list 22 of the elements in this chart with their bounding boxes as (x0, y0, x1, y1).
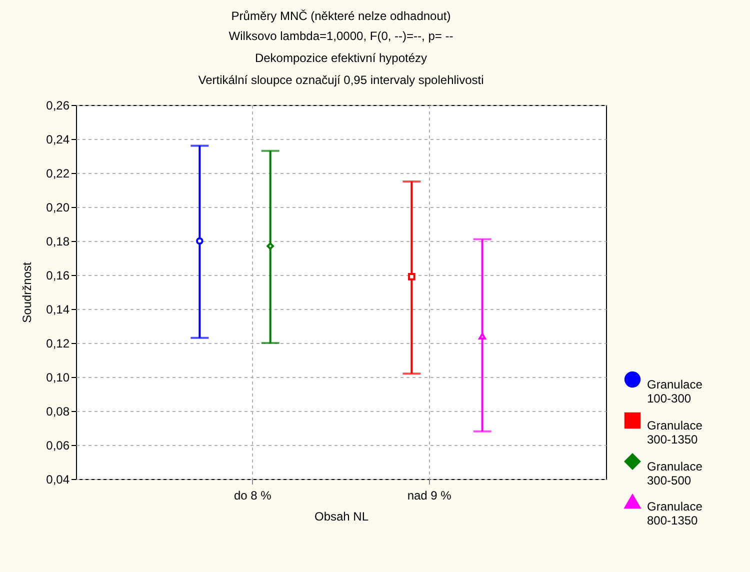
x-axis-title: Obsah NL (314, 510, 369, 524)
y-tick-label: 0,04 (46, 472, 70, 486)
y-tick-label: 0,08 (46, 404, 70, 418)
legend-label: Granulace 300-1350 (647, 418, 703, 446)
chart-subtitle: Wilksovo lambda=1,0000, F(0, --)=--, p= -- Dekompozice efektivní hypotézy Vertikální sloupce označují 0,95 intervaly spolehlivosti (198, 29, 484, 87)
y-tick-label: 0,20 (46, 200, 70, 214)
y-tick-label: 0,14 (46, 302, 70, 316)
x-tick-label: do 8 % (234, 488, 272, 502)
y-tick-label: 0,06 (46, 438, 70, 452)
y-tick-label: 0,26 (46, 98, 70, 112)
x-tick-label: nad 9 % (407, 488, 452, 502)
y-axis-title: Soudržnost (20, 261, 34, 323)
y-tick-label: 0,12 (46, 336, 70, 350)
legend-label: Granulace 300-500 (647, 460, 703, 488)
y-tick-label: 0,16 (46, 268, 70, 282)
y-tick-label: 0,24 (46, 132, 70, 146)
y-tick-label: 0,10 (46, 370, 70, 384)
y-tick-label: 0,22 (46, 166, 70, 180)
legend-label: Granulace 100-300 (647, 378, 703, 406)
y-tick-label: 0,18 (46, 234, 70, 248)
legend-label: Granulace 800-1350 (647, 500, 703, 528)
chart-title: Průměry MNČ (některé nelze odhadnout) (231, 9, 451, 23)
